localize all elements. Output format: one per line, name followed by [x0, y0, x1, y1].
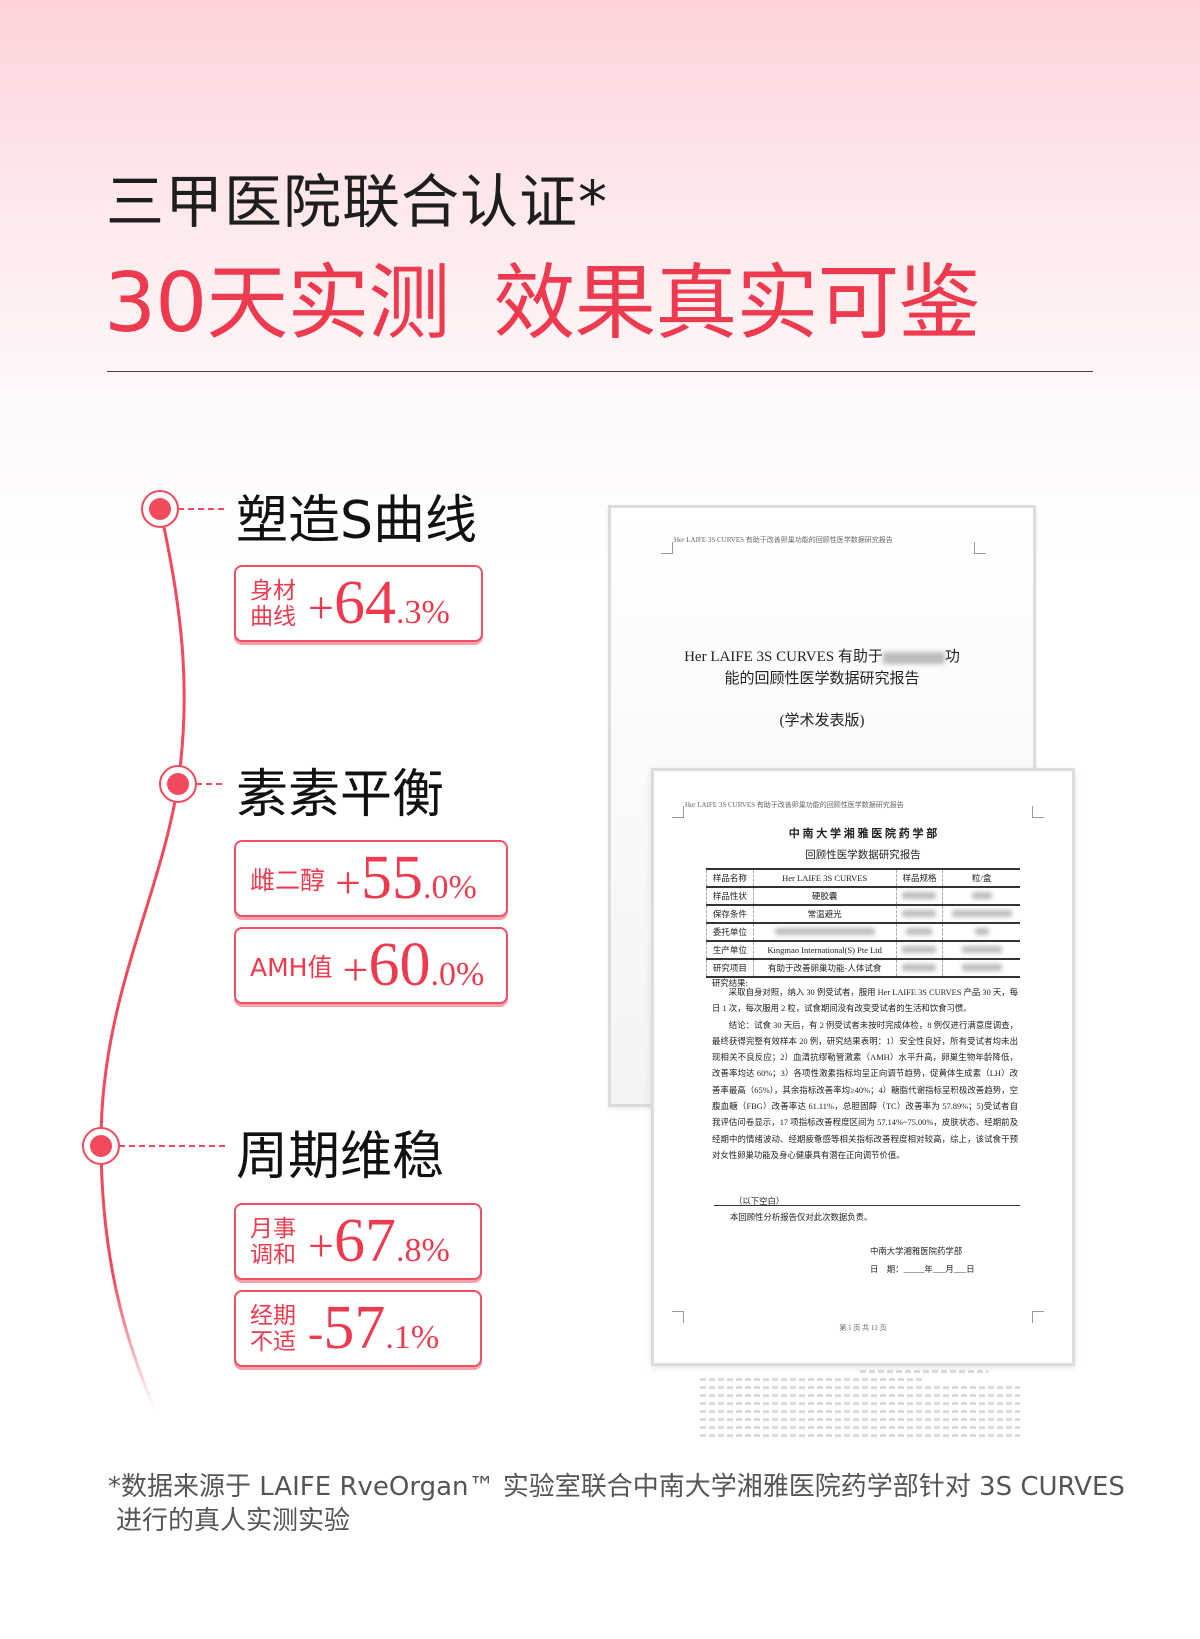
stat-label: 月事 调和: [250, 1215, 296, 1268]
stat-value: +64.3%: [308, 569, 450, 637]
title-part-b: 效果真实可鉴: [493, 256, 980, 351]
page-number: 第 1 页 共 12 页: [839, 1324, 887, 1332]
heading-hormone-balance: 素素平衡: [236, 765, 445, 825]
stat-body-curve: 身材 曲线 +64.3%: [234, 565, 483, 642]
stat-value: -57.1%: [308, 1294, 440, 1362]
table-row: 样品名称 Her LAIFE 3S CURVES 样品规格 粒/盒: [706, 868, 1020, 887]
crop-mark: [672, 1311, 684, 1323]
heading-cycle-stability: 周期维稳: [236, 1127, 445, 1187]
sample-info-table: 样品名称 Her LAIFE 3S CURVES 样品规格 粒/盒 样品性状 硬胶囊 保…: [706, 868, 1020, 978]
table-row: 保存条件 常温避光: [706, 904, 1020, 923]
org-title: 中 南 大 学 湘 雅 医 院 药 学 部: [788, 828, 938, 840]
signature: 中南大学湘雅医院药学部: [870, 1247, 963, 1256]
stat-amh: AMH值 +60.0%: [234, 927, 508, 1004]
blank-note: （以下空白）: [734, 1197, 785, 1206]
timeline-node-1: [141, 490, 225, 528]
stat-label: 雌二醇: [250, 865, 326, 895]
stat-label: AMH值: [250, 952, 333, 982]
stat-menstrual-discomfort: 经期 不适 -57.1%: [234, 1290, 482, 1367]
table-row: 委托单位: [706, 922, 1020, 941]
stat-value: +60.0%: [342, 931, 485, 999]
disclaimer: 本回顾性分析报告仅对此次数据负责。: [730, 1213, 873, 1222]
report-subtitle: 回顾性医学数据研究报告: [805, 850, 921, 861]
results-text: 采取自身对照，纳入 30 例受试者，服用 Her LAIFE 3S CURVES…: [712, 988, 1018, 1160]
stat-label: 经期 不适: [250, 1302, 296, 1355]
stat-value: +55.0%: [335, 844, 477, 912]
heading-s-curve: 塑造S曲线: [236, 491, 478, 551]
table-row: 研究项目 有助于改善卵巢功能-人体试食: [706, 958, 1020, 978]
title-part-a: 30天实测: [104, 256, 450, 351]
stat-label: 身材 曲线: [250, 577, 296, 630]
date-line: 日 期：_____年___月___日: [870, 1265, 975, 1274]
crop-mark: [974, 542, 986, 554]
running-header: Her LAIFE 3S CURVES 有助于改善卵巢功能的回顾性医学数据研究报…: [685, 801, 904, 809]
running-header: Her LAIFE 3S CURVES 有助于改善卵巢功能的回顾性医学数据研究报…: [674, 536, 893, 544]
title-line-1: 三甲医院联合认证*: [106, 168, 609, 236]
timeline-node-3: [82, 1127, 225, 1165]
footnote: *数据来源于 LAIFE RveOrgan™ 实验室联合中南大学湘雅医院药学部针…: [108, 1472, 1125, 1536]
rule: [714, 1205, 1020, 1206]
crop-mark: [1032, 1311, 1044, 1323]
edition: (学术发表版): [779, 713, 865, 729]
title-line-2: 30天实测 效果真实可鉴: [104, 236, 980, 355]
crop-mark: [1032, 806, 1044, 818]
stat-estradiol: 雌二醇 +55.0%: [234, 840, 508, 917]
cover-title: Her LAIFE 3S CURVES 有助于功 能的回顾性医学数据研究报告 (…: [611, 646, 1033, 732]
stat-menstrual-regulation: 月事 调和 +67.8%: [234, 1203, 482, 1280]
table-row: 生产单位 Kingmao International(S) Pte Ltd: [706, 940, 1020, 959]
stat-value: +67.8%: [308, 1207, 450, 1275]
report-page-1: Her LAIFE 3S CURVES 有助于改善卵巢功能的回顾性医学数据研究报…: [651, 768, 1075, 1366]
timeline-node-2: [159, 765, 225, 803]
crop-mark: [672, 806, 684, 818]
next-page-faded: [700, 1370, 1020, 1460]
table-row: 样品性状 硬胶囊: [706, 886, 1020, 905]
divider: [107, 371, 1093, 372]
results-label: 研究结果:: [712, 979, 748, 988]
crop-mark: [661, 542, 673, 554]
